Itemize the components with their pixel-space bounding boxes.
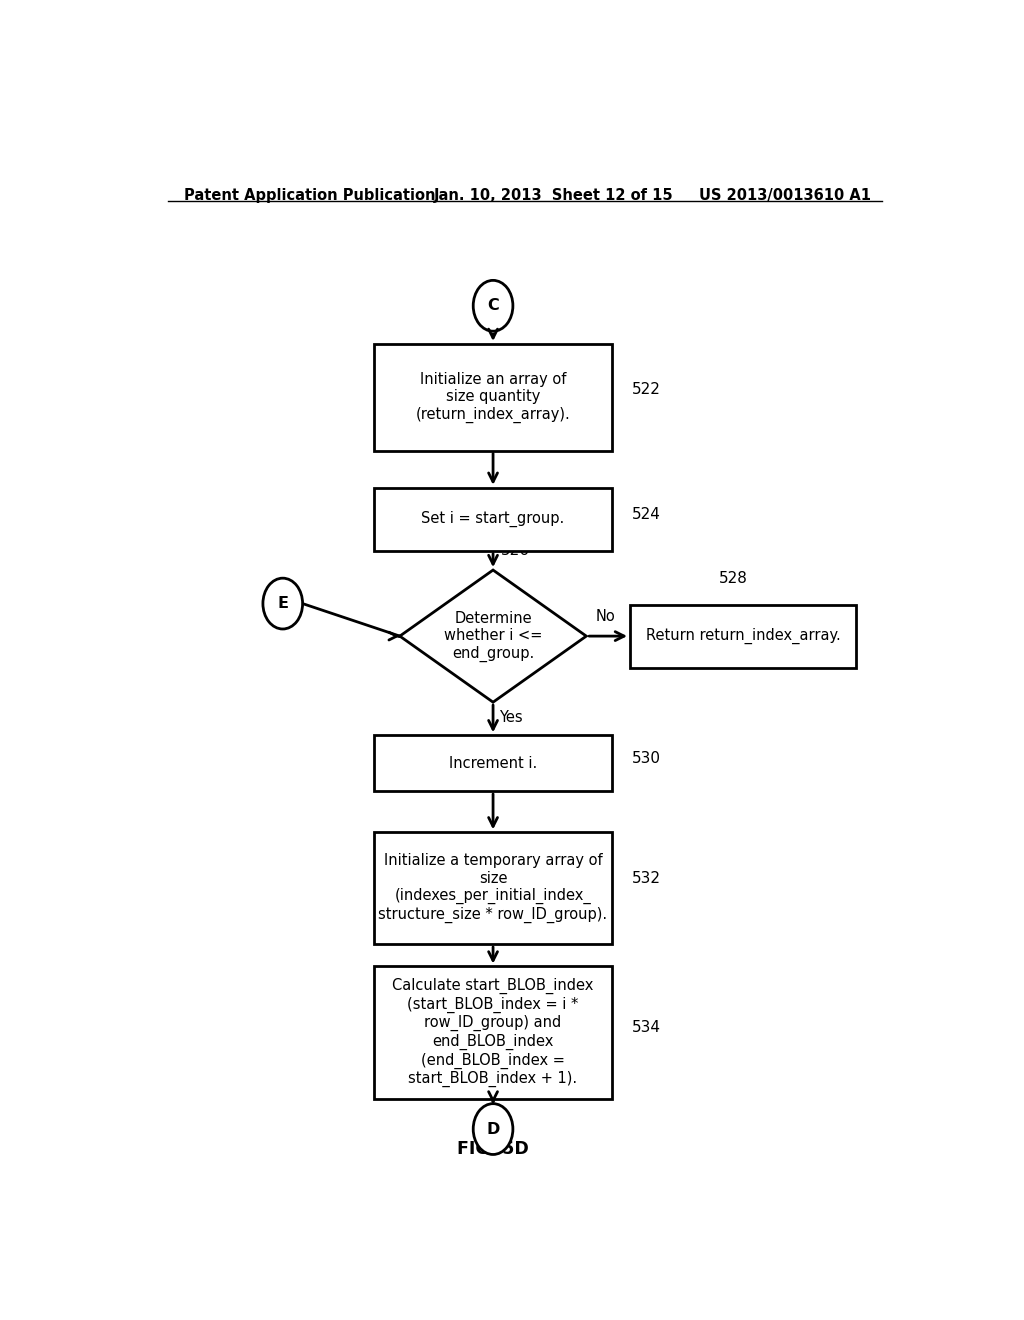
Text: 522: 522 — [632, 381, 660, 396]
Text: Jan. 10, 2013  Sheet 12 of 15: Jan. 10, 2013 Sheet 12 of 15 — [433, 187, 673, 203]
Text: Initialize an array of
size quantity
(return_index_array).: Initialize an array of size quantity (re… — [416, 372, 570, 422]
Text: 524: 524 — [632, 507, 660, 521]
Text: FIG. 5D: FIG. 5D — [457, 1139, 529, 1158]
Text: No: No — [596, 609, 615, 624]
Text: 534: 534 — [632, 1020, 660, 1035]
Circle shape — [263, 578, 303, 630]
Text: Increment i.: Increment i. — [449, 755, 538, 771]
Text: Determine
whether i <=
end_group.: Determine whether i <= end_group. — [443, 611, 543, 661]
FancyBboxPatch shape — [630, 605, 856, 668]
Text: Set i = start_group.: Set i = start_group. — [422, 511, 564, 527]
FancyBboxPatch shape — [374, 735, 612, 791]
Text: Patent Application Publication: Patent Application Publication — [183, 187, 435, 203]
Circle shape — [473, 1104, 513, 1155]
Text: E: E — [278, 597, 288, 611]
Text: US 2013/0013610 A1: US 2013/0013610 A1 — [699, 187, 871, 203]
Text: Return return_index_array.: Return return_index_array. — [646, 628, 841, 644]
FancyBboxPatch shape — [374, 487, 612, 550]
Text: C: C — [487, 298, 499, 313]
FancyBboxPatch shape — [374, 833, 612, 944]
Text: Calculate start_BLOB_index
(start_BLOB_index = i *
row_ID_group) and
end_BLOB_in: Calculate start_BLOB_index (start_BLOB_i… — [392, 978, 594, 1088]
FancyBboxPatch shape — [374, 345, 612, 450]
Polygon shape — [399, 570, 587, 702]
Text: Yes: Yes — [500, 710, 523, 725]
FancyBboxPatch shape — [374, 966, 612, 1098]
Text: D: D — [486, 1122, 500, 1137]
Text: 530: 530 — [632, 751, 660, 766]
Text: Initialize a temporary array of
size
(indexes_per_initial_index_
structure_size : Initialize a temporary array of size (in… — [379, 853, 607, 923]
Text: 526: 526 — [501, 543, 530, 558]
Circle shape — [473, 280, 513, 331]
Text: 532: 532 — [632, 870, 660, 886]
Text: 528: 528 — [719, 572, 749, 586]
